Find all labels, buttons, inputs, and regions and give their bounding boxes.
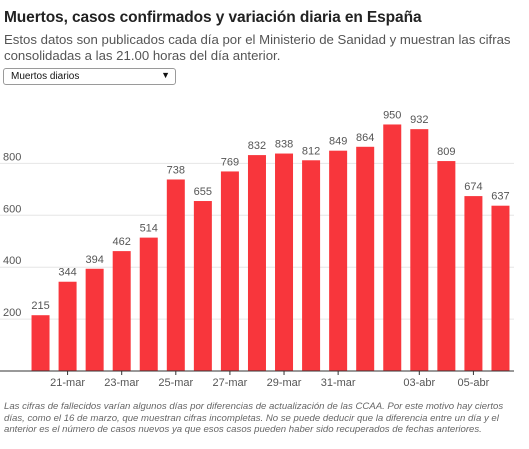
bar-value-label: 812 [302, 145, 320, 157]
bar-value-label: 655 [194, 186, 212, 198]
bar [356, 146, 375, 371]
bar-value-label: 462 [113, 236, 131, 248]
x-tick-label: 25-mar [158, 377, 193, 389]
bar-value-label: 950 [383, 109, 401, 121]
x-axis: 21-mar 23-mar 25-mar 27-mar 29-mar 31-mar 03-a… [0, 370, 514, 389]
bar-value-label: 932 [410, 114, 428, 126]
y-tick-label: 600 [3, 203, 21, 215]
bar [112, 251, 131, 371]
bar-value-label: 344 [58, 267, 76, 279]
bar-value-label: 738 [167, 164, 185, 176]
bar [58, 281, 77, 371]
footnote: Las cifras de fallecidos varían algunos … [4, 401, 504, 435]
bar [85, 268, 104, 371]
bar [166, 179, 185, 371]
x-tick-label: 29-mar [267, 377, 302, 389]
bar-value-label: 864 [356, 132, 374, 144]
bar-value-label: 809 [437, 146, 455, 158]
bar [464, 196, 483, 371]
bar [139, 237, 158, 371]
bar [383, 124, 402, 371]
bar [247, 155, 266, 371]
y-tick-label: 200 [3, 307, 21, 319]
bars [31, 124, 510, 371]
bar-value-label: 514 [140, 223, 158, 235]
triangle-down-icon: ▼ [161, 70, 170, 80]
x-tick-label: 27-mar [212, 377, 247, 389]
bar [220, 171, 239, 371]
metric-select-dropdown[interactable]: Muertos diarios ▼ [3, 68, 176, 85]
x-tick-label: 23-mar [104, 377, 139, 389]
x-tick-label: 05-abr [458, 377, 490, 389]
y-tick-label: 800 [3, 151, 21, 163]
y-tick-label: 400 [3, 255, 21, 267]
bar-value-label: 394 [85, 254, 103, 266]
x-tick-label: 21-mar [50, 377, 85, 389]
bar [437, 161, 456, 371]
bar [31, 315, 50, 371]
bar-value-label: 637 [491, 191, 509, 203]
bar [410, 129, 429, 371]
bar [329, 150, 348, 371]
y-tick-labels: 200 400 600 800 [3, 151, 21, 319]
value-labels: 215 344 394 462 514 738 655 769 832 838 812 849 864 9… [31, 109, 509, 312]
bar [275, 153, 294, 371]
bar-value-label: 838 [275, 139, 293, 151]
bar-value-label: 849 [329, 136, 347, 148]
bar [491, 205, 510, 371]
x-tick-label: 31-mar [321, 377, 356, 389]
bar-value-label: 832 [248, 140, 266, 152]
bar-value-label: 215 [31, 300, 49, 312]
bar-value-label: 769 [221, 156, 239, 168]
bar [302, 160, 321, 371]
x-tick-label: 03-abr [403, 377, 435, 389]
chart-title: Muertos, casos confirmados y variación d… [4, 9, 422, 26]
bar [193, 201, 212, 371]
chart-subtitle: Estos datos son publicados cada día por … [4, 32, 511, 63]
bar-value-label: 674 [464, 181, 482, 193]
metric-select-value: Muertos diarios [11, 71, 80, 82]
deaths-bar-chart: 215 344 394 462 514 738 655 769 832 838 812 849 864 9… [0, 109, 514, 389]
